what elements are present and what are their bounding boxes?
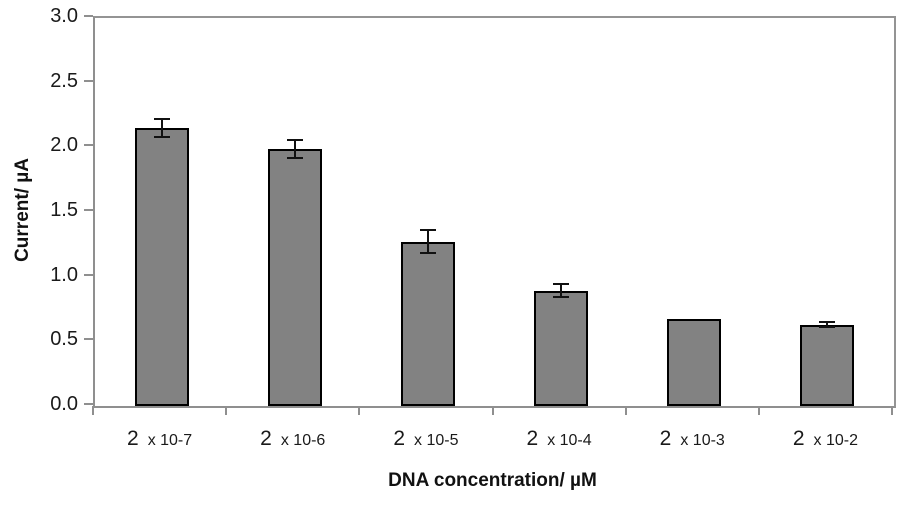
error-bar-line [560,284,563,298]
y-tick [84,338,93,341]
x-tick [358,406,360,415]
x-tick [625,406,627,415]
error-bar-cap [419,252,436,255]
error-bar-cap [819,326,836,329]
x-tick-label-main: 2 [526,427,539,450]
y-tick-label: 1.0 [50,263,78,286]
error-bar-cap [286,138,303,141]
plot-area [93,16,896,408]
bar [400,241,455,406]
error-bar-cap [819,320,836,323]
error-bar-line [826,321,829,328]
x-tick-label-exponent: x 10-5 [414,432,459,449]
y-tick [84,79,93,82]
error-bar-cap [153,135,170,138]
x-tick-label-main: 2 [260,427,272,450]
y-tick [84,15,93,17]
error-bar-line [160,118,163,137]
y-tick [84,144,93,147]
error-bar-cap [153,117,170,120]
x-tick [492,406,494,415]
x-tick-label-exponent: x 10-3 [680,432,725,449]
bar [800,324,855,406]
bar [667,319,722,406]
x-tick [92,406,94,415]
x-tick-label-main: 2 [659,427,672,450]
x-tick-label: 2 x 10-5 [359,427,492,451]
x-tick-label-exponent: x 10-6 [280,432,326,449]
x-tick-label: 2 x 10-7 [93,427,226,451]
bar [534,290,589,406]
x-tick [758,406,760,415]
x-tick-label-exponent: x 10-4 [547,432,592,449]
y-tick-label: 0.0 [50,393,78,415]
y-tick-label: 3.0 [50,5,78,27]
y-tick [84,403,93,405]
y-tick-label: 2.0 [50,134,78,157]
x-tick [891,406,893,415]
x-tick-label: 2 x 10-4 [493,427,626,451]
error-bar-cap [553,283,570,286]
x-tick-label: 2 x 10-6 [226,427,359,451]
error-bar-cap [286,156,303,159]
y-tick-label: 2.5 [50,69,78,92]
error-bar-cap [553,296,570,299]
x-tick-label: 2 x 10-3 [626,427,759,451]
error-bar-line [293,139,296,158]
x-tick-label-main: 2 [393,427,406,450]
x-tick [225,406,227,415]
error-bar-cap [419,229,436,232]
x-tick-label-exponent: x 10-7 [147,432,193,449]
x-tick-label-main: 2 [792,427,805,450]
x-tick-label-exponent: x 10-2 [813,432,858,449]
x-tick-label-main: 2 [127,427,139,450]
bar [134,127,189,406]
bar [267,148,322,406]
y-tick [84,209,93,211]
x-axis-title: DNA concentration/ µM [388,470,597,491]
y-tick-label: 1.5 [50,199,78,221]
y-tick [84,273,93,276]
y-tick-label: 0.5 [50,328,78,351]
error-bar-line [426,230,429,254]
x-tick-label: 2 x 10-2 [759,427,892,451]
